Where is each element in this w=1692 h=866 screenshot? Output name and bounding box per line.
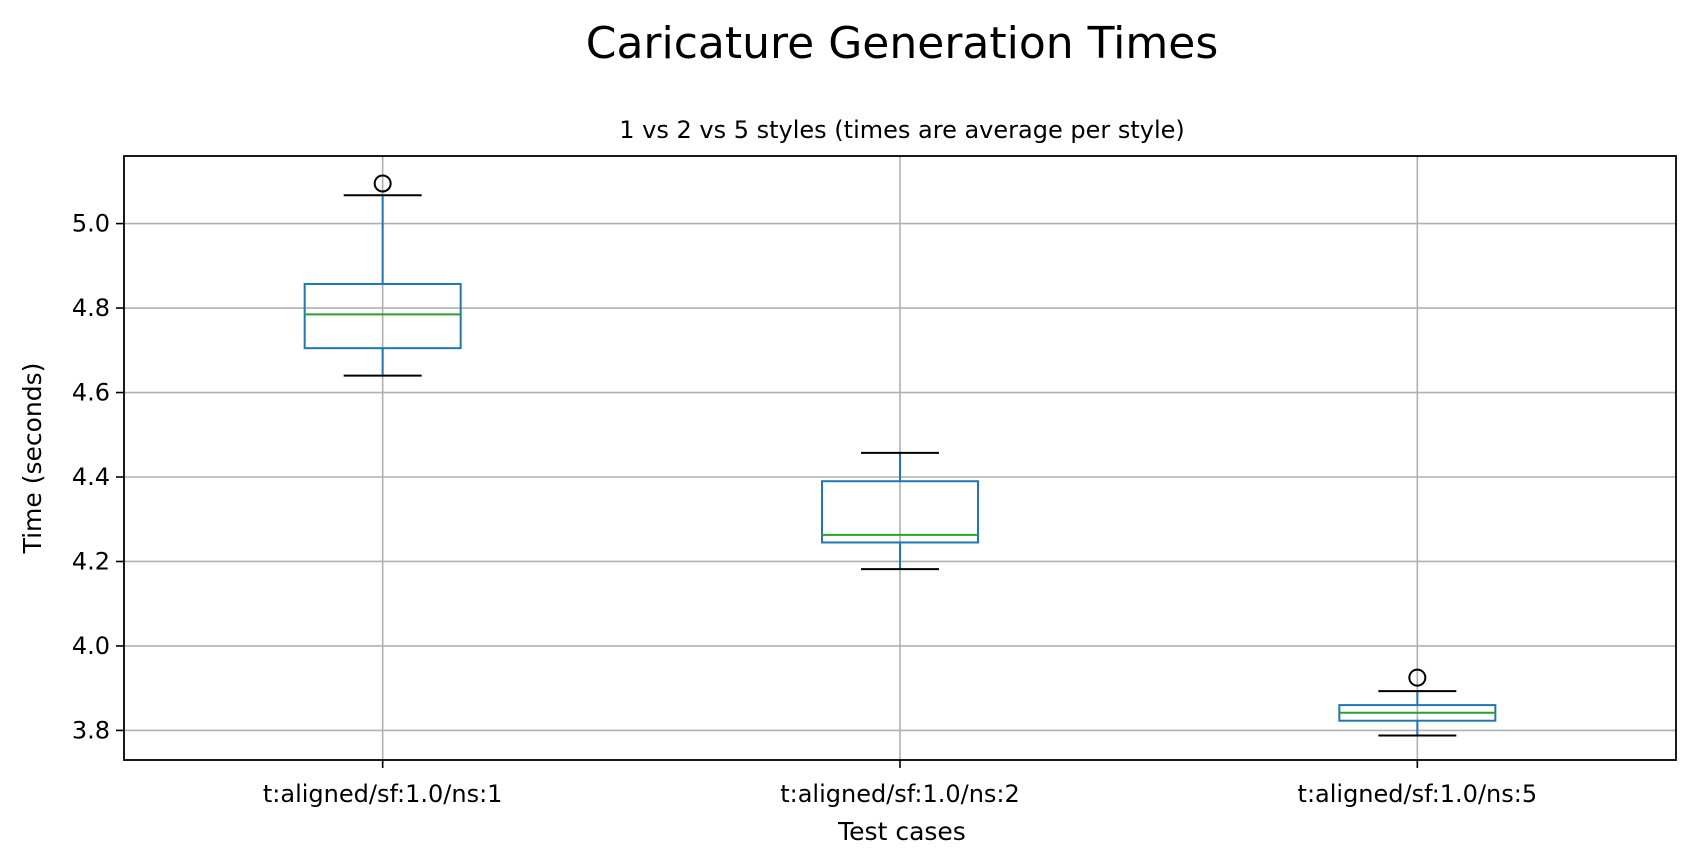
y-tick-label: 4.0 <box>72 632 110 660</box>
x-tick-label: t:aligned/sf:1.0/ns:2 <box>780 780 1020 808</box>
y-tick-label: 4.6 <box>72 379 110 407</box>
box-1 <box>303 174 462 377</box>
outlier-point <box>1408 668 1427 687</box>
y-tick-label: 4.8 <box>72 294 110 322</box>
chart-title: Caricature Generation Times <box>586 18 1219 69</box>
box-plots <box>303 174 1497 737</box>
box-2 <box>821 451 979 571</box>
x-tick-label: t:aligned/sf:1.0/ns:5 <box>1298 780 1538 808</box>
y-tick-label: 4.4 <box>72 463 110 491</box>
y-tick-label: 4.2 <box>72 547 110 575</box>
y-axis-label: Time (seconds) <box>18 363 47 555</box>
box-iqr <box>303 282 462 350</box>
x-axis-label: Test cases <box>837 817 966 846</box>
x-tick-label: t:aligned/sf:1.0/ns:1 <box>263 780 503 808</box>
axes: 3.8 4.0 4.2 4.4 4.6 4.8 5.0 t:aligned/sf:1.0/ns… <box>72 155 1677 808</box>
box-iqr <box>821 480 979 544</box>
outlier-point <box>373 174 392 193</box>
plot-frame <box>123 155 1677 761</box>
y-tick-label: 5.0 <box>72 210 110 238</box>
box-3 <box>1338 668 1497 737</box>
chart-subtitle: 1 vs 2 vs 5 styles (times are average pe… <box>619 116 1185 144</box>
y-tick-label: 3.8 <box>72 716 110 744</box>
